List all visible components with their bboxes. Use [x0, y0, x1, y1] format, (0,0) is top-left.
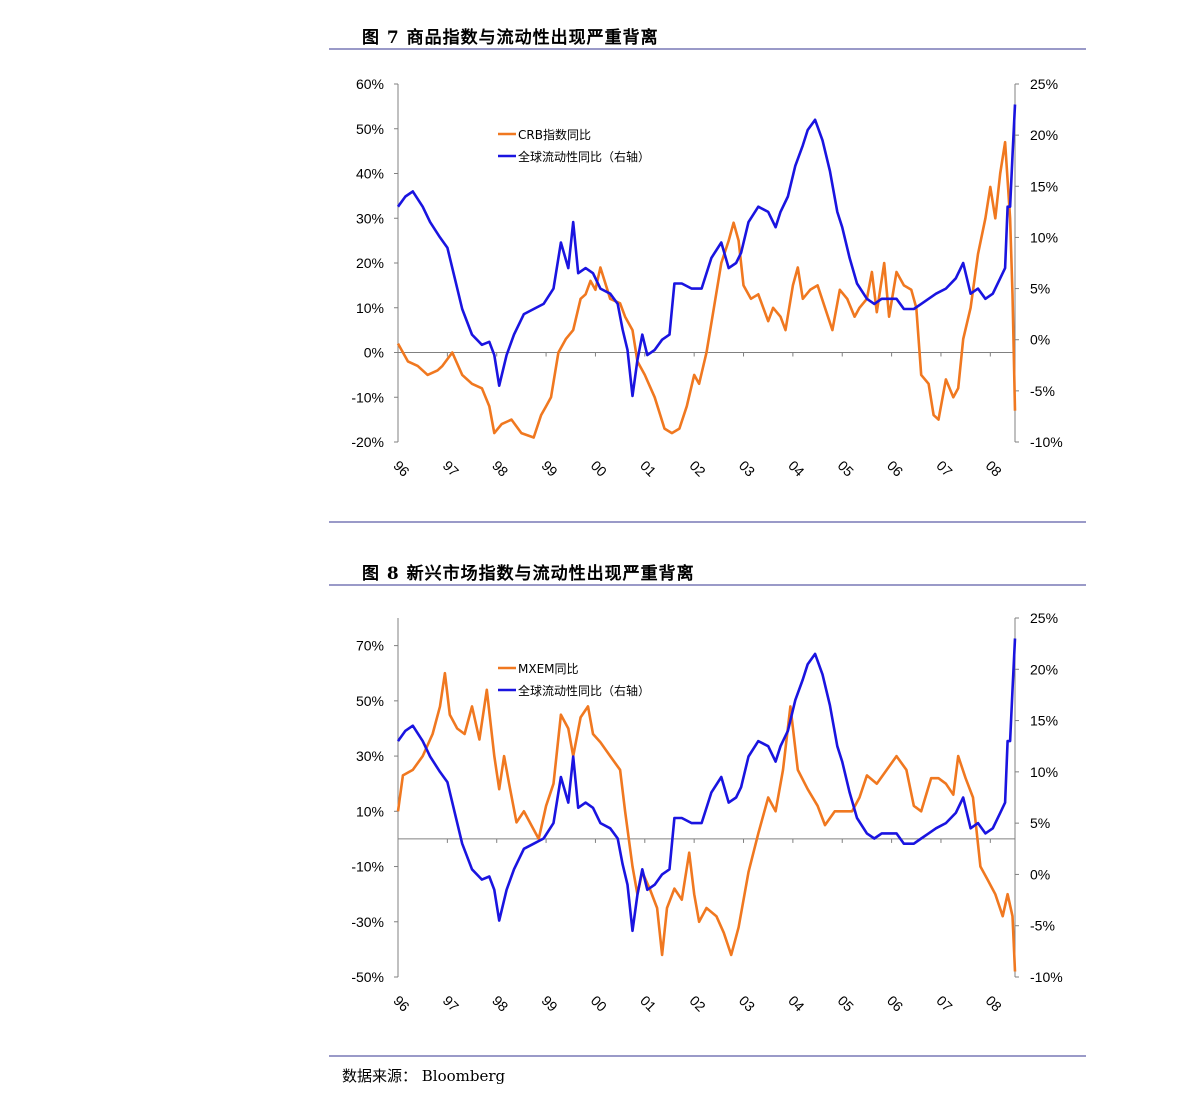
x-tick-label: 02: [687, 457, 709, 479]
x-tick-label: 00: [588, 457, 610, 479]
title-divider-2: [329, 584, 1086, 586]
x-tick-label: 01: [637, 992, 659, 1014]
x-tick-label: 08: [983, 992, 1005, 1014]
x-tick-label: 08: [983, 457, 1005, 479]
y-right-tick-label: -10%: [1030, 969, 1063, 985]
liquidity-series-line: [396, 104, 1017, 398]
y-right-tick-label: 25%: [1030, 76, 1058, 92]
x-tick-label: 06: [884, 992, 906, 1014]
data-source: 数据来源： Bloomberg: [342, 1067, 506, 1085]
x-tick-label: 96: [390, 457, 412, 479]
mxem-vs-liquidity-chart: 96 97 98 99 00 01 02 03 04 05 06 07 08 70% 50% 30% 10% -1…: [351, 610, 1063, 1015]
chart-1-divider: [329, 521, 1086, 523]
y-right-tick-label: 25%: [1030, 610, 1058, 626]
x-tick-label: 05: [835, 457, 857, 479]
x-tick-label: 03: [736, 457, 758, 479]
y-right-tick-label: 5%: [1030, 815, 1050, 831]
x-tick-label: 97: [440, 992, 462, 1014]
y-right-tick-label: 20%: [1030, 661, 1058, 677]
y-left-tick-label: 20%: [356, 255, 384, 271]
x-tick-label: 98: [489, 457, 511, 479]
y-left-tick-label: 50%: [356, 693, 384, 709]
x-tick-label: 96: [390, 992, 412, 1014]
y-left-tick-label: 10%: [356, 803, 384, 819]
y-right-tick-label: 0%: [1030, 866, 1050, 882]
x-tick-label: 06: [884, 457, 906, 479]
y-right-tick-label: 10%: [1030, 229, 1058, 245]
y-right-tick-label: 10%: [1030, 764, 1058, 780]
y-right-tick-label: -10%: [1030, 434, 1063, 450]
y-left-tick-label: 70%: [356, 638, 384, 654]
x-tick-label: 99: [538, 457, 560, 479]
figure-7-title: 图 7 商品指数与流动性出现严重背离: [362, 28, 659, 48]
y-left-tick-label: 40%: [356, 166, 384, 182]
y-right-tick-label: 0%: [1030, 332, 1050, 348]
y-right-tick-label: 15%: [1030, 178, 1058, 194]
y-left-tick-label: 60%: [356, 76, 384, 92]
x-tick-label: 02: [687, 992, 709, 1014]
x-tick-label: 04: [785, 992, 807, 1014]
y-left-tick-label: 30%: [356, 210, 384, 226]
legend-label: CRB指数同比: [518, 127, 591, 142]
x-tick-label: 00: [588, 992, 610, 1014]
legend-label: 全球流动性同比（右轴）: [518, 149, 650, 164]
y-right-tick-label: 15%: [1030, 713, 1058, 729]
liquidity-series-line: [396, 638, 1017, 933]
y-left-tick-label: -30%: [351, 914, 384, 930]
y-left-tick-label: 50%: [356, 121, 384, 137]
x-tick-label: 07: [933, 992, 955, 1014]
x-tick-label: 99: [538, 992, 560, 1014]
x-tick-label: 04: [785, 457, 807, 479]
y-left-tick-label: 0%: [364, 345, 384, 361]
legend-label: 全球流动性同比（右轴）: [518, 683, 650, 698]
crb-vs-liquidity-chart: 96 97 98 99 00 01 02 03 04 05 06 07 08 60% 50% 40% 30% 20…: [351, 76, 1063, 480]
y-left-tick-label: 10%: [356, 300, 384, 316]
index-series-line: [396, 140, 1017, 439]
y-right-tick-label: -5%: [1030, 918, 1055, 934]
x-tick-label: 01: [637, 457, 659, 479]
y-right-tick-label: -5%: [1030, 383, 1055, 399]
y-right-tick-label: 20%: [1030, 127, 1058, 143]
x-tick-label: 98: [489, 992, 511, 1014]
index-series-line: [396, 671, 1017, 972]
y-left-tick-label: -10%: [351, 389, 384, 405]
y-left-tick-label: -10%: [351, 859, 384, 875]
x-tick-label: 03: [736, 992, 758, 1014]
x-tick-label: 05: [835, 992, 857, 1014]
x-tick-label: 07: [933, 457, 955, 479]
legend-label: MXEM同比: [518, 662, 579, 676]
chart-2-divider: [329, 1055, 1086, 1057]
y-left-tick-label: 30%: [356, 748, 384, 764]
y-left-tick-label: -20%: [351, 434, 384, 450]
y-right-tick-label: 5%: [1030, 281, 1050, 297]
y-left-tick-label: -50%: [351, 969, 384, 985]
title-divider-top: [329, 48, 1086, 50]
figure-8-title: 图 8 新兴市场指数与流动性出现严重背离: [362, 564, 695, 584]
x-tick-label: 97: [440, 457, 462, 479]
